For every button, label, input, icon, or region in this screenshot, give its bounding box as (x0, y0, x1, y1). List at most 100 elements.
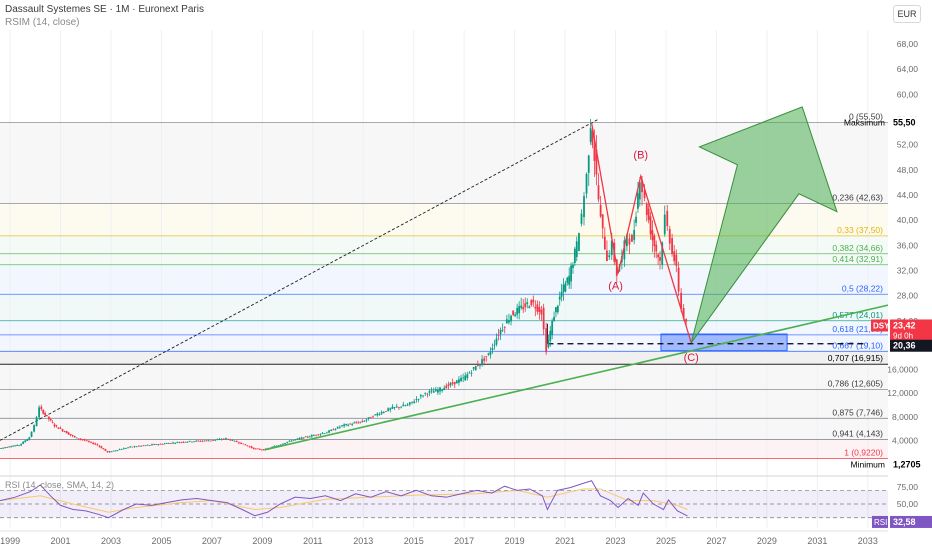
candle-body (77, 438, 80, 440)
fib-level-label: 0,786 (12,605) (828, 379, 883, 389)
candle-body (178, 442, 181, 444)
candle-body (182, 441, 185, 443)
candle-body (191, 441, 193, 443)
candle-body (601, 214, 604, 229)
candle-body (262, 449, 265, 451)
wave-label: (B) (633, 150, 648, 162)
candle-body (422, 395, 424, 397)
fib-level-label: 0,382 (34,66) (832, 243, 883, 253)
candle-body (411, 401, 413, 403)
candle-body (518, 305, 521, 314)
candle-body (663, 214, 666, 235)
candle-body (88, 441, 90, 442)
candle-body (633, 229, 636, 240)
candle-body (458, 379, 460, 383)
candle-body (389, 408, 392, 410)
candle-body (216, 439, 219, 441)
candle-body (562, 284, 565, 293)
candle-body (363, 420, 366, 422)
candle-body (127, 447, 129, 449)
time-tick-label: 2015 (404, 536, 424, 546)
candle-body (575, 241, 578, 257)
candle-body (472, 367, 475, 369)
time-tick-label: 2007 (202, 536, 222, 546)
last-price-note: 9d 0h (893, 331, 913, 340)
time-tick-label: 2001 (51, 536, 71, 546)
candle-body (22, 441, 25, 444)
candle-body (402, 404, 405, 407)
candle-body (323, 433, 326, 435)
candle-body (14, 445, 17, 447)
last-price-badge (890, 319, 932, 342)
candle-body (580, 213, 583, 224)
price-tick-label: 36,00 (897, 240, 919, 250)
candle-body (4, 447, 6, 449)
candle-body (568, 275, 571, 285)
candle-body (26, 439, 29, 441)
axis-badge (890, 458, 932, 471)
time-tick-label: 2003 (101, 536, 121, 546)
fib-level-label: 0,414 (32,91) (832, 254, 883, 264)
candle-body (300, 437, 303, 439)
candle-body (125, 448, 127, 449)
candle-body (481, 359, 483, 364)
candle-body (560, 291, 563, 297)
candle-body (258, 448, 261, 450)
candle-body (330, 429, 333, 431)
candle-body (483, 358, 486, 361)
candle-body (69, 433, 72, 436)
candle-body (675, 254, 678, 266)
candle-body (376, 413, 379, 416)
axis-badge-label: Minimum (851, 460, 885, 470)
candle-body (240, 442, 243, 444)
candle-body (505, 319, 508, 324)
candle-body (347, 424, 350, 426)
candle-body (540, 309, 543, 315)
rsi-tick-label: 50,00 (897, 499, 919, 509)
candle-body (170, 443, 172, 444)
candle-body (203, 440, 206, 442)
candle-body (367, 417, 370, 419)
axis-badge-label: Maksimum (844, 118, 885, 128)
price-axis[interactable]: 0,00004,00008,000012,000016,000020,0024,… (844, 0, 932, 550)
candle-body (33, 425, 35, 432)
candle-body (395, 406, 398, 408)
candle-body (176, 442, 179, 443)
candle-body (16, 444, 19, 446)
candle-body (40, 406, 43, 410)
candle-body (387, 408, 390, 412)
candle-body (595, 149, 598, 175)
price-candles (0, 119, 688, 453)
candle-body (288, 440, 291, 442)
candle-body (292, 439, 295, 441)
candle-body (641, 179, 643, 193)
candle-body (479, 364, 481, 366)
candle-body (419, 395, 422, 397)
symbol-tag-text: DSY (873, 321, 890, 330)
candle-body (468, 372, 471, 374)
candle-body (199, 441, 202, 442)
candle-body (428, 391, 431, 393)
candle-body (209, 440, 212, 442)
candle-body (284, 443, 286, 444)
candle-body (118, 449, 121, 451)
candle-body (104, 448, 107, 451)
time-tick-label: 2013 (353, 536, 373, 546)
time-tick-label: 2017 (454, 536, 474, 546)
candle-body (53, 424, 56, 427)
candle-body (59, 427, 62, 429)
currency-button[interactable]: EUR (893, 5, 921, 23)
candle-body (542, 307, 545, 330)
candle-body (336, 426, 339, 429)
candle-body (20, 443, 23, 446)
candle-body (146, 444, 149, 446)
candle-body (470, 372, 473, 374)
candle-body (501, 329, 504, 331)
candle-body (673, 251, 676, 262)
candle-body (651, 230, 654, 241)
candle-body (238, 442, 240, 444)
candle-body (341, 425, 343, 427)
candle-body (503, 327, 506, 329)
time-axis[interactable]: 1999 2001 2003 2005 2007 2009 2011 2013 2015 2017… (0, 530, 888, 546)
